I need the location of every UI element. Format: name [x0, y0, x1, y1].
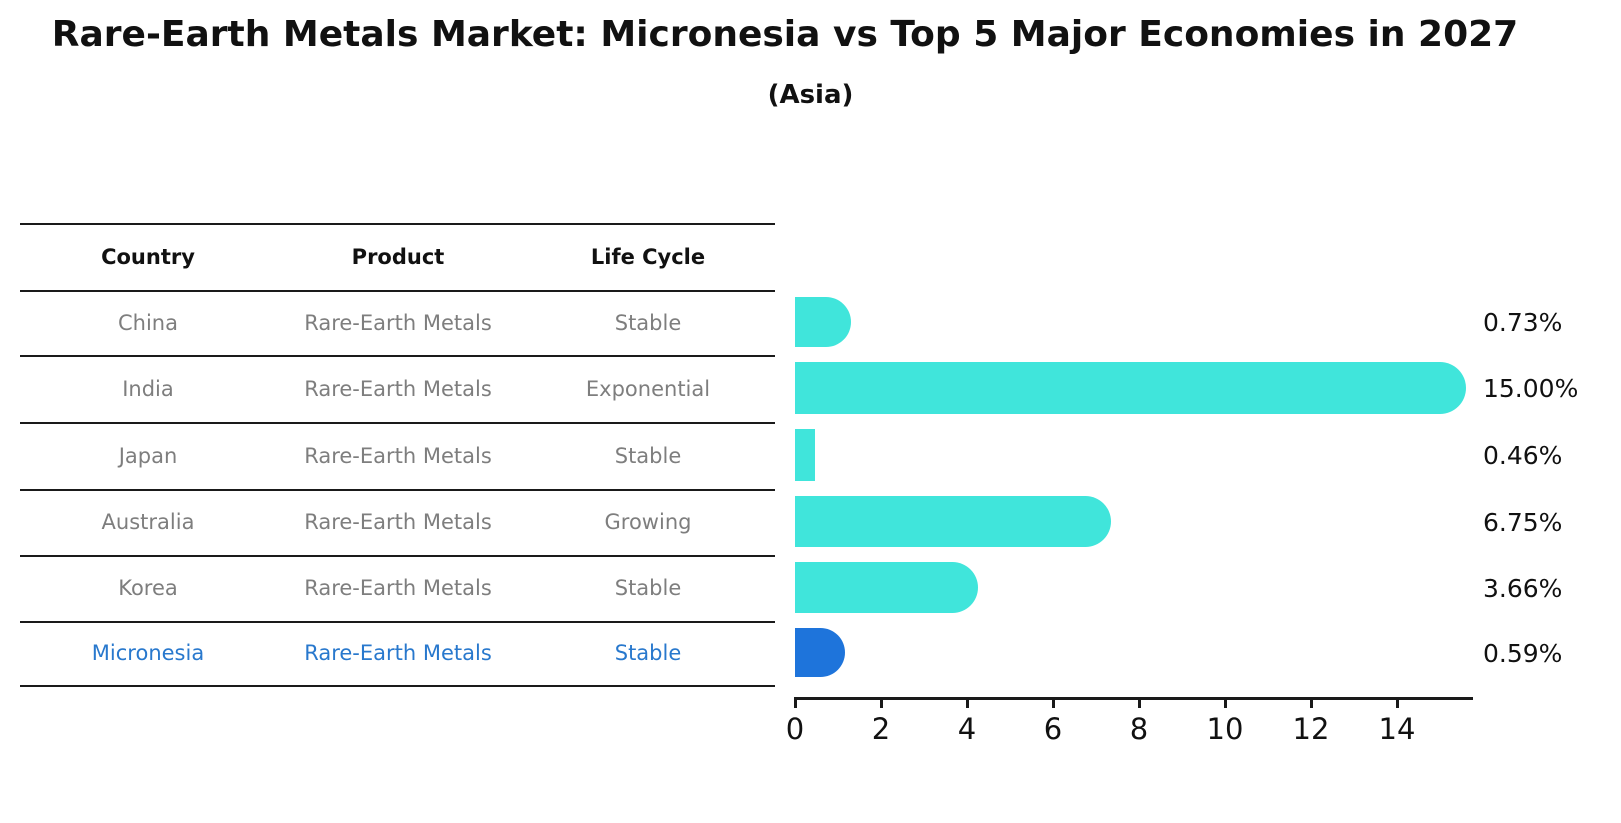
cell-country: China: [118, 310, 178, 335]
x-axis-tick-label: 12: [1292, 712, 1330, 746]
value-label-korea: 3.66%: [1483, 573, 1563, 603]
cell-life-cycle: Stable: [614, 576, 682, 600]
value-label-micronesia: 0.59%: [1483, 638, 1563, 668]
table-divider: [20, 685, 775, 687]
bar-micronesia: [795, 628, 846, 677]
x-axis-tick-label: 6: [1043, 712, 1063, 746]
cell-life-cycle: Growing: [604, 510, 692, 534]
cell-product: Rare-Earth Metals: [304, 576, 492, 600]
table-divider: [20, 422, 775, 424]
cell-product: Rare-Earth Metals: [304, 310, 492, 335]
x-axis-tick: [1396, 697, 1399, 708]
x-axis-tick-label: 8: [1129, 712, 1149, 746]
cell-country: Japan: [118, 443, 178, 468]
cell-life-cycle: Stable: [614, 443, 682, 468]
table-divider: [20, 355, 775, 357]
bar-korea: [795, 562, 979, 613]
x-axis-tick-label: 10: [1206, 712, 1244, 746]
cell-product: Rare-Earth Metals: [304, 376, 492, 401]
bar-japan: [795, 429, 815, 481]
cell-country: Micronesia: [91, 641, 205, 665]
chart-subtitle: (Asia): [767, 80, 854, 110]
column-header-life-cycle: Life Cycle: [590, 244, 706, 269]
x-axis-tick-label: 14: [1378, 712, 1416, 746]
x-axis-tick-label: 4: [957, 712, 977, 746]
table-divider: [20, 555, 775, 557]
x-axis-tick: [794, 697, 797, 708]
table-divider: [20, 621, 775, 623]
value-label-japan: 0.46%: [1483, 441, 1563, 470]
bar-india: [795, 362, 1466, 414]
x-axis-tick-label: 0: [785, 712, 805, 746]
chart-title: Rare-Earth Metals Market: Micronesia vs …: [51, 14, 1519, 55]
x-axis-tick: [880, 697, 883, 708]
value-label-china: 0.73%: [1483, 308, 1563, 337]
table-divider: [20, 290, 775, 292]
x-axis-line: [794, 697, 1473, 700]
cell-country: Australia: [101, 510, 195, 534]
cell-life-cycle: Stable: [614, 641, 682, 665]
value-label-india: 15.00%: [1483, 374, 1579, 403]
cell-product: Rare-Earth Metals: [304, 443, 492, 468]
cell-product: Rare-Earth Metals: [304, 641, 492, 665]
value-label-australia: 6.75%: [1483, 507, 1563, 537]
cell-life-cycle: Exponential: [585, 376, 711, 401]
bar-china: [795, 297, 852, 347]
x-axis-tick: [1310, 697, 1313, 708]
x-axis-tick: [1052, 697, 1055, 708]
x-axis-tick: [1138, 697, 1141, 708]
column-header-product: Product: [351, 244, 445, 269]
x-axis-tick: [966, 697, 969, 708]
column-header-country: Country: [101, 244, 195, 269]
x-axis-tick-label: 2: [871, 712, 891, 746]
cell-country: India: [122, 376, 174, 401]
x-axis-tick: [1224, 697, 1227, 708]
cell-product: Rare-Earth Metals: [304, 510, 492, 534]
table-divider: [20, 489, 775, 491]
table-divider: [20, 223, 775, 225]
cell-life-cycle: Stable: [614, 310, 682, 335]
cell-country: Korea: [118, 576, 178, 600]
bar-australia: [795, 496, 1112, 547]
